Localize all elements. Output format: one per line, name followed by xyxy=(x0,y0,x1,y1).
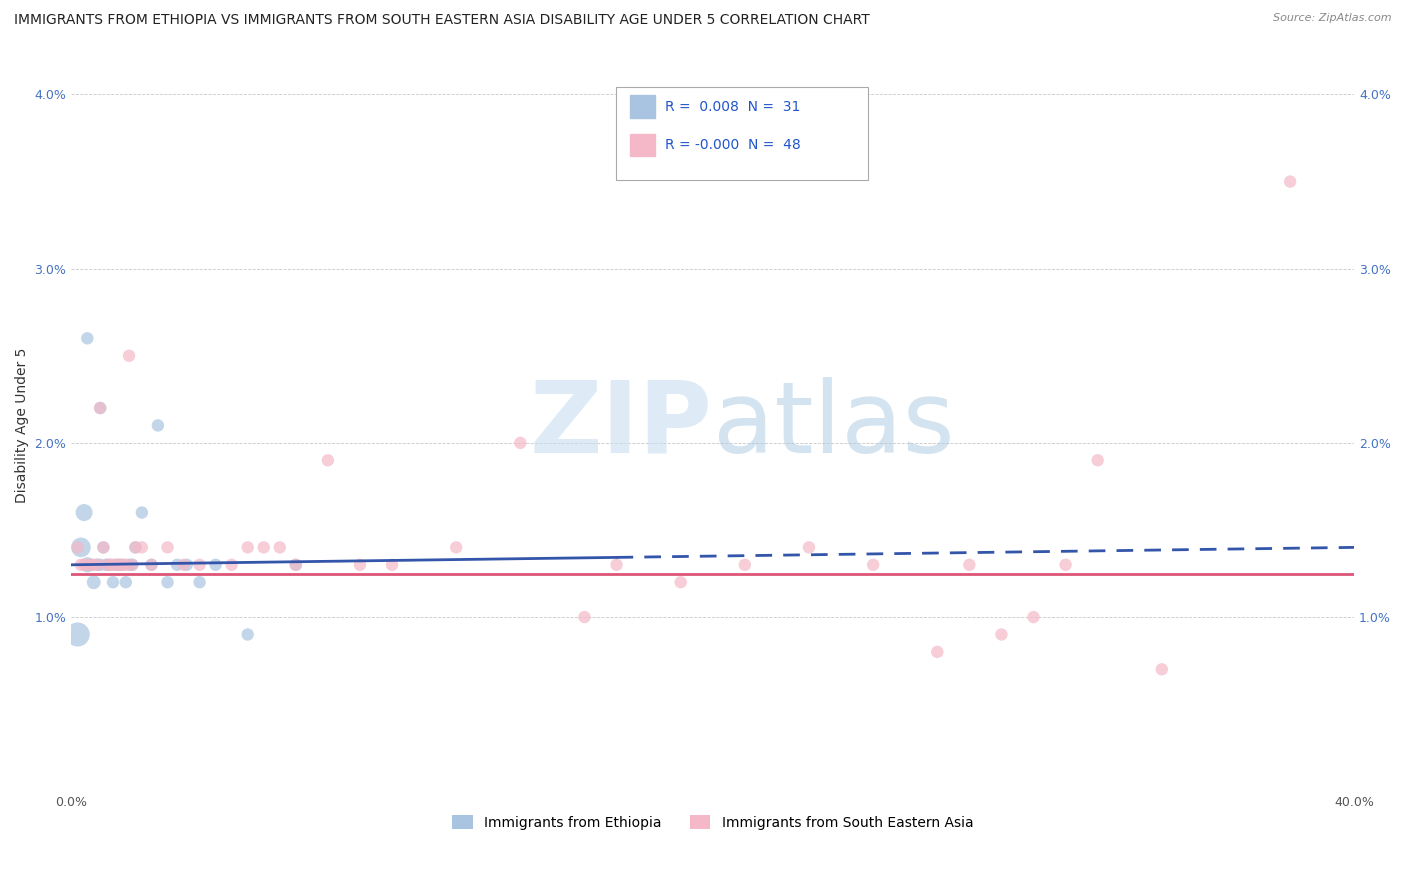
Point xyxy=(93,541,115,555)
Point xyxy=(862,558,884,572)
Point xyxy=(98,558,121,572)
Point xyxy=(509,435,531,450)
Point xyxy=(121,558,143,572)
Point xyxy=(957,558,980,572)
Point xyxy=(108,558,131,572)
Point xyxy=(284,558,307,572)
Point xyxy=(124,541,146,555)
Point xyxy=(284,558,307,572)
Point xyxy=(79,558,101,572)
Point xyxy=(131,506,153,520)
Point xyxy=(188,558,211,572)
Point xyxy=(76,331,98,345)
Y-axis label: Disability Age Under 5: Disability Age Under 5 xyxy=(15,348,30,503)
Point xyxy=(98,558,121,572)
Point xyxy=(444,541,467,555)
Point xyxy=(76,558,98,572)
Point xyxy=(349,558,371,572)
Point xyxy=(131,541,153,555)
Point xyxy=(990,627,1012,641)
Point xyxy=(108,558,131,572)
Text: IMMIGRANTS FROM ETHIOPIA VS IMMIGRANTS FROM SOUTH EASTERN ASIA DISABILITY AGE UN: IMMIGRANTS FROM ETHIOPIA VS IMMIGRANTS F… xyxy=(14,13,870,28)
Point xyxy=(236,541,259,555)
Point xyxy=(173,558,195,572)
Point xyxy=(73,558,96,572)
Point xyxy=(574,610,596,624)
Point xyxy=(66,627,89,641)
Point xyxy=(89,401,111,415)
Point xyxy=(93,541,115,555)
Point xyxy=(96,558,118,572)
Text: ZIP: ZIP xyxy=(530,377,713,474)
Point xyxy=(316,453,339,467)
Point xyxy=(101,558,124,572)
Point xyxy=(83,575,105,590)
Point xyxy=(101,575,124,590)
Point xyxy=(1054,558,1077,572)
Point xyxy=(253,541,276,555)
Point xyxy=(76,558,98,572)
Point xyxy=(734,558,756,572)
Text: R =  0.008  N =  31: R = 0.008 N = 31 xyxy=(665,100,800,114)
Point xyxy=(269,541,291,555)
Point xyxy=(221,558,243,572)
Point xyxy=(606,558,628,572)
Point xyxy=(141,558,163,572)
Point xyxy=(927,645,949,659)
Point xyxy=(114,575,136,590)
Point xyxy=(204,558,226,572)
Point xyxy=(70,558,93,572)
Point xyxy=(89,558,111,572)
Point xyxy=(86,558,108,572)
Point xyxy=(176,558,198,572)
Point xyxy=(797,541,820,555)
Point xyxy=(96,558,118,572)
Point xyxy=(141,558,163,572)
Point xyxy=(146,418,169,433)
Point xyxy=(156,575,179,590)
Point xyxy=(1022,610,1045,624)
Point xyxy=(73,506,96,520)
Text: atlas: atlas xyxy=(713,377,955,474)
Point xyxy=(105,558,128,572)
Legend: Immigrants from Ethiopia, Immigrants from South Eastern Asia: Immigrants from Ethiopia, Immigrants fro… xyxy=(447,810,979,836)
Point xyxy=(1150,662,1173,676)
Point xyxy=(669,575,692,590)
Point xyxy=(1087,453,1109,467)
Point xyxy=(236,627,259,641)
Point xyxy=(166,558,188,572)
Point xyxy=(111,558,134,572)
Point xyxy=(156,541,179,555)
Point xyxy=(124,541,146,555)
Point xyxy=(188,575,211,590)
Point xyxy=(381,558,404,572)
Point xyxy=(121,558,143,572)
Point xyxy=(79,558,101,572)
Point xyxy=(70,541,93,555)
Point xyxy=(111,558,134,572)
Point xyxy=(114,558,136,572)
Point xyxy=(89,401,111,415)
Point xyxy=(118,558,141,572)
Point xyxy=(66,541,89,555)
Point xyxy=(1279,175,1302,189)
Point xyxy=(118,349,141,363)
Point xyxy=(105,558,128,572)
Point xyxy=(83,558,105,572)
Point xyxy=(86,558,108,572)
Text: Source: ZipAtlas.com: Source: ZipAtlas.com xyxy=(1274,13,1392,23)
Text: R = -0.000  N =  48: R = -0.000 N = 48 xyxy=(665,137,801,152)
